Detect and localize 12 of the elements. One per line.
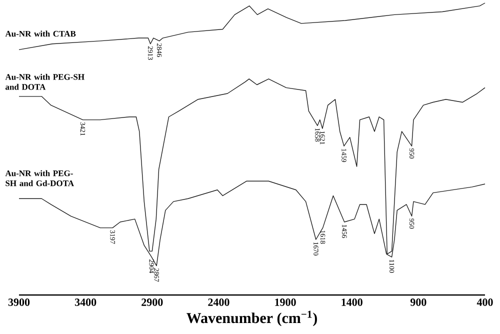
x-tick-label: 2900	[142, 298, 163, 306]
x-tick-label: 3900	[8, 298, 30, 306]
x-tick-label: 1400	[342, 298, 362, 306]
x-tick-label: 400	[476, 298, 493, 306]
x-tick-label: 900	[410, 298, 426, 306]
x-tick-label: 3400	[74, 298, 96, 306]
series-label: Au-NR with CTAB	[5, 30, 76, 37]
x-tick-label: 1900	[275, 298, 296, 306]
series-label: Au-NR with PEG-SH and DOTA	[5, 74, 84, 90]
text: Au-NR with PEG-SH and Gd-DOTA	[5, 170, 74, 186]
x-tick-label: 2400	[208, 298, 230, 306]
x-axis-title: Wavenumber (cm$^{−1}$)	[186, 310, 317, 326]
